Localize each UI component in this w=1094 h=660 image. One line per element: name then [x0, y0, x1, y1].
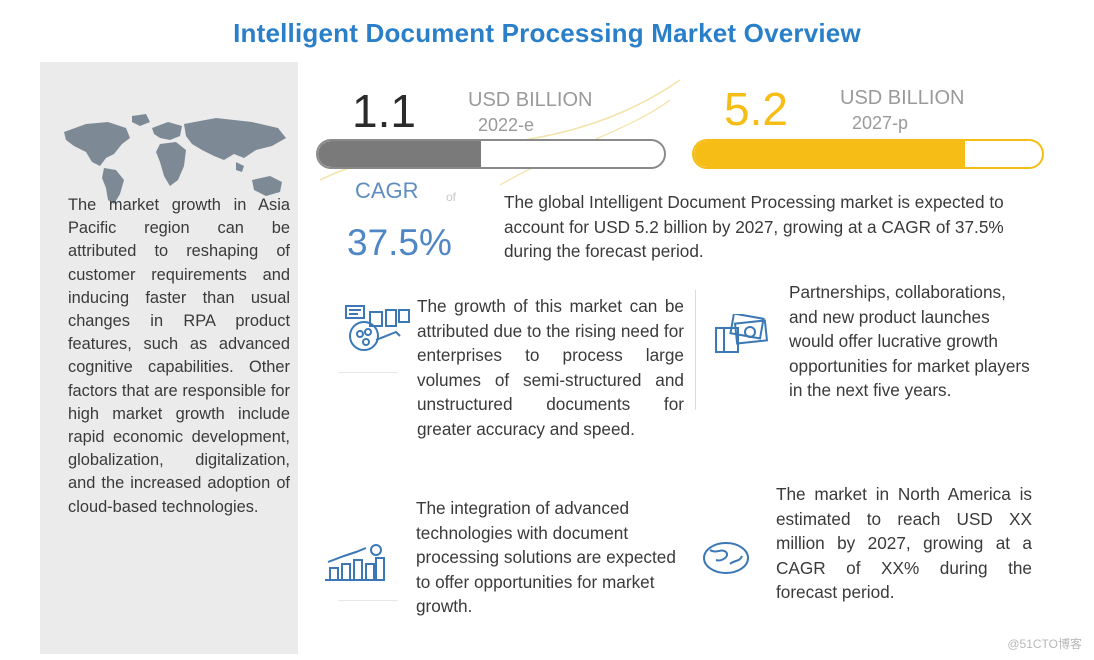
page-title: Intelligent Document Processing Market O…	[233, 18, 861, 48]
cagr-label: CAGR	[355, 178, 419, 203]
document-processing-icon	[345, 305, 410, 351]
driver-text-1: The growth of this market can be attribu…	[417, 296, 684, 439]
projected-market-value: 5.2	[724, 83, 788, 135]
divider	[695, 290, 696, 410]
driver-text-4: The market in North America is estimated…	[776, 484, 1032, 602]
cagr-of: of	[446, 190, 457, 204]
left-panel-text: The market growth in Asia Pacific region…	[68, 196, 290, 516]
world-map-icon	[64, 114, 286, 204]
projected-market-bar-fill	[694, 141, 966, 167]
driver-text-3: The integration of advanced technologies…	[416, 498, 676, 616]
driver-text-2: Partnerships, collaborations, and new pr…	[789, 282, 1030, 400]
growth-chart-icon	[325, 544, 385, 581]
cagr-value: 37.5%	[347, 222, 452, 263]
market-summary: The global Intelligent Document Processi…	[504, 192, 1004, 261]
current-market-bar	[316, 139, 666, 169]
globe-icon	[703, 542, 749, 574]
current-market-year: 2022-e	[478, 115, 535, 135]
projected-market-year: 2027-p	[852, 113, 909, 133]
current-market-value: 1.1	[352, 85, 416, 137]
divider	[338, 372, 398, 373]
watermark: @51CTO博客	[1007, 637, 1082, 651]
current-market-bar-fill	[318, 141, 481, 167]
current-market-unit: USD BILLION	[468, 89, 593, 111]
money-cards-icon	[715, 314, 769, 353]
divider	[338, 600, 398, 601]
decorative-curve-icon	[319, 79, 681, 186]
projected-market-unit: USD BILLION	[840, 87, 965, 109]
projected-market-bar	[692, 139, 1044, 169]
left-panel: The market growth in Asia Pacific region…	[40, 62, 298, 654]
